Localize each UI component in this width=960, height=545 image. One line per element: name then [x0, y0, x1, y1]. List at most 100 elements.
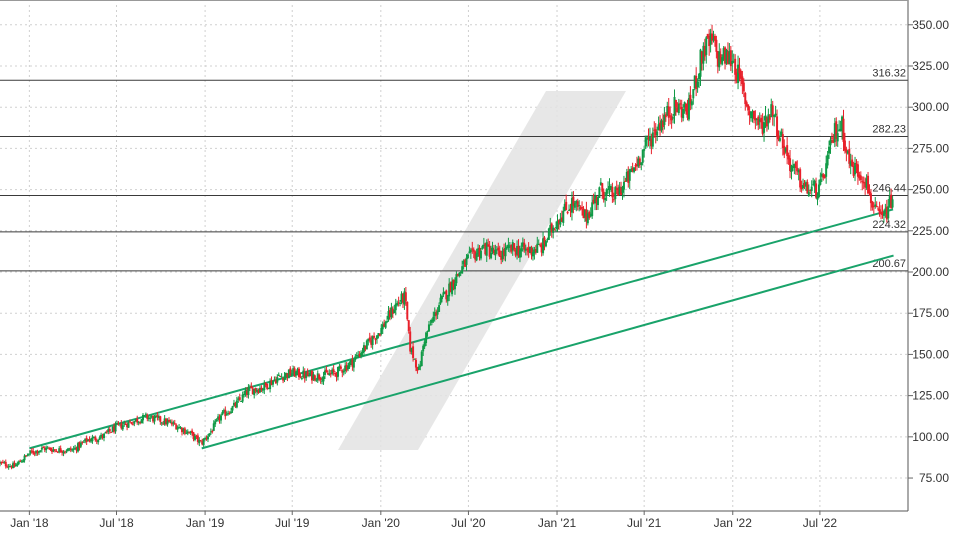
candle-body — [810, 186, 813, 191]
candle-body — [72, 448, 75, 450]
candle-body — [709, 33, 712, 45]
candle-body — [289, 368, 292, 376]
candle-body — [293, 368, 296, 377]
candle-body — [377, 333, 380, 336]
candle-body — [432, 316, 435, 322]
candle-body — [841, 116, 844, 132]
candle-body — [500, 255, 503, 260]
candle-body — [633, 167, 636, 172]
candle-body — [546, 239, 549, 241]
candle-body — [698, 73, 701, 80]
candle-body — [440, 295, 443, 300]
candle-body — [419, 365, 422, 367]
candle-body — [641, 149, 644, 163]
candle-body — [373, 335, 376, 338]
candle-body — [755, 118, 758, 120]
candle-body — [620, 187, 623, 195]
candle-body — [329, 373, 332, 375]
candle-body — [124, 424, 127, 426]
candle-body — [586, 213, 589, 224]
candle-body — [871, 201, 874, 208]
candle-body — [150, 416, 153, 418]
candle-body — [297, 368, 300, 377]
candle-body — [338, 366, 341, 369]
candle-body — [656, 131, 659, 136]
candle-body — [416, 366, 419, 371]
candle-body — [37, 451, 40, 453]
candle-body — [89, 440, 92, 442]
candle-body — [166, 420, 169, 425]
candle-body — [703, 46, 706, 57]
candle-body — [40, 447, 43, 450]
candle-body — [84, 438, 87, 442]
candle-body — [110, 431, 113, 433]
candle-body — [890, 194, 893, 209]
candle-body — [0, 461, 3, 463]
candle-body — [133, 421, 136, 424]
candle-body — [358, 353, 361, 357]
candle-body — [362, 345, 365, 353]
candle-body — [573, 203, 576, 208]
candle-body — [195, 435, 198, 437]
candle-body — [118, 422, 121, 425]
candle-body — [667, 106, 670, 118]
candle-body — [209, 431, 212, 433]
candle-body — [829, 139, 832, 146]
x-tick-label: Jul '20 — [451, 516, 486, 530]
y-axis: 75.00 100.00 125.00 150.00 175.00 200.00 225.0… — [908, 18, 949, 485]
x-tick-label: Jul '18 — [99, 516, 134, 530]
candle-body — [760, 117, 763, 123]
candle-body — [282, 377, 285, 381]
candle-body — [780, 131, 783, 136]
candle-body — [534, 248, 537, 253]
candle-body — [189, 431, 192, 434]
candle-body — [622, 181, 625, 190]
candle-body — [800, 185, 803, 189]
candle-body — [741, 76, 744, 85]
candle-body — [191, 430, 194, 434]
x-tick-label: Jan '19 — [186, 516, 225, 530]
candle-body — [310, 370, 313, 381]
candle-body — [877, 208, 880, 210]
candle-body — [529, 246, 532, 254]
candle-body — [42, 447, 45, 449]
candle-body — [839, 128, 842, 132]
candle-body — [828, 146, 831, 154]
candle-body — [388, 310, 391, 318]
candle-body — [591, 202, 594, 217]
candle-body — [462, 260, 465, 265]
candle-body — [568, 209, 571, 211]
candle-body — [4, 461, 7, 467]
candle-body — [835, 121, 838, 139]
candle-body — [286, 373, 289, 378]
candle-body — [588, 212, 591, 218]
candle-body — [104, 432, 107, 434]
candle-body — [559, 218, 562, 225]
candle-body — [631, 167, 634, 172]
candle-body — [543, 237, 546, 245]
candle-body — [215, 419, 218, 421]
candle-body — [451, 281, 454, 295]
candle-body — [750, 111, 753, 119]
candle-body — [867, 175, 870, 194]
candle-body — [374, 339, 377, 341]
candle-body — [305, 372, 308, 378]
candle-body — [715, 39, 718, 52]
candle-body — [812, 184, 815, 186]
candle-body — [768, 116, 771, 120]
candle-body — [868, 191, 871, 194]
candle-body — [302, 370, 305, 378]
candle-body — [865, 178, 868, 188]
candle-body — [579, 207, 582, 210]
candle-body — [856, 164, 859, 177]
candle-body — [531, 252, 534, 257]
candle-body — [240, 400, 243, 402]
candle-body — [765, 118, 768, 127]
candle-body — [627, 170, 630, 183]
candle-body — [628, 169, 631, 181]
candle-body — [643, 148, 646, 151]
candle-body — [26, 455, 29, 457]
candle-body — [438, 305, 441, 312]
candle-body — [399, 302, 402, 304]
candle-body — [295, 371, 298, 376]
